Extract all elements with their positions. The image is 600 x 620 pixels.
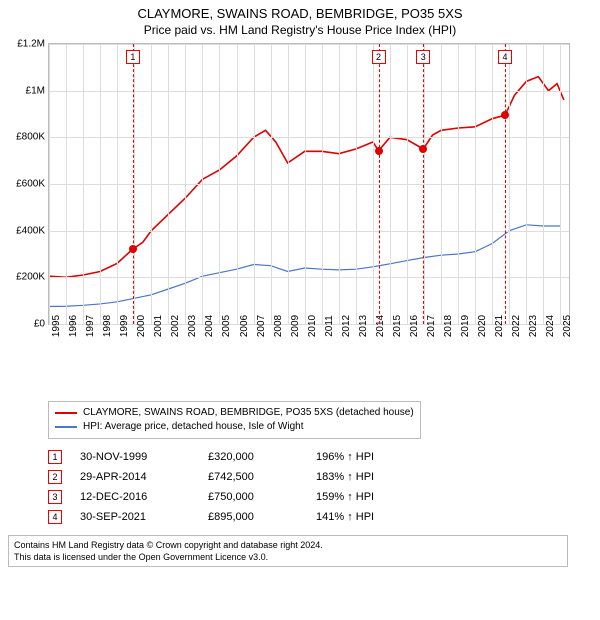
x-tick: 1998 [100,315,113,337]
plot-area: £0£200K£400K£600K£800K£1M£1.2M1995199619… [48,43,570,325]
legend-item: HPI: Average price, detached house, Isle… [55,420,414,434]
y-tick: £200K [16,272,45,283]
transaction-row: 2 29-APR-2014 £742,500 183% ↑ HPI [48,467,592,487]
transaction-price: £750,000 [208,487,298,507]
transaction-date: 30-NOV-1999 [80,447,190,467]
x-tick: 2024 [543,315,556,337]
x-tick: 2011 [322,315,335,337]
x-tick: 2007 [254,315,267,337]
x-tick: 2025 [560,315,573,337]
legend-label: HPI: Average price, detached house, Isle… [83,420,304,434]
x-tick: 2018 [441,315,454,337]
transaction-row: 1 30-NOV-1999 £320,000 196% ↑ HPI [48,447,592,467]
legend-swatch [55,426,77,428]
y-tick: £1M [26,85,45,96]
x-tick: 2012 [339,315,352,337]
x-tick: 2000 [134,315,147,337]
legend-label: CLAYMORE, SWAINS ROAD, BEMBRIDGE, PO35 5… [83,406,414,420]
chart-title: CLAYMORE, SWAINS ROAD, BEMBRIDGE, PO35 5… [8,6,592,21]
footer-line2: This data is licensed under the Open Gov… [14,551,562,563]
y-tick: £0 [34,319,45,330]
transaction-date: 12-DEC-2016 [80,487,190,507]
transaction-num: 1 [48,450,62,464]
transaction-date: 29-APR-2014 [80,467,190,487]
x-tick: 2010 [305,315,318,337]
x-tick: 1999 [117,315,130,337]
transaction-price: £895,000 [208,507,298,527]
transaction-pct: 141% ↑ HPI [316,507,374,527]
transactions-table: 1 30-NOV-1999 £320,000 196% ↑ HPI 2 29-APR-20… [48,447,592,527]
footer-line1: Contains HM Land Registry data © Crown c… [14,539,562,551]
x-tick: 2019 [458,315,471,337]
y-tick: £1.2M [17,39,45,50]
transaction-row: 4 30-SEP-2021 £895,000 141% ↑ HPI [48,507,592,527]
series-line [49,77,564,278]
x-tick: 1996 [66,315,79,337]
x-tick: 2023 [526,315,539,337]
transaction-vlabel: 4 [498,50,512,64]
transaction-vlabel: 1 [126,50,140,64]
transaction-vline [505,44,506,324]
x-tick: 2002 [168,315,181,337]
chart: £0£200K£400K£600K£800K£1M£1.2M1995199619… [8,43,592,363]
transaction-marker [501,111,509,119]
x-tick: 2004 [202,315,215,337]
x-tick: 2016 [407,315,420,337]
transaction-vline [423,44,424,324]
transaction-num: 2 [48,470,62,484]
transaction-vlabel: 2 [372,50,386,64]
transaction-vline [379,44,380,324]
legend-item: CLAYMORE, SWAINS ROAD, BEMBRIDGE, PO35 5… [55,406,414,420]
x-tick: 1995 [49,315,62,337]
y-tick: £400K [16,225,45,236]
x-tick: 2022 [509,315,522,337]
x-tick: 2009 [288,315,301,337]
legend-swatch [55,412,77,414]
x-tick: 2021 [492,315,505,337]
transaction-marker [419,145,427,153]
transaction-price: £320,000 [208,447,298,467]
transaction-row: 3 12-DEC-2016 £750,000 159% ↑ HPI [48,487,592,507]
x-tick: 2015 [390,315,403,337]
transaction-vlabel: 3 [416,50,430,64]
page: CLAYMORE, SWAINS ROAD, BEMBRIDGE, PO35 5… [0,0,600,620]
x-tick: 2013 [356,315,369,337]
transaction-date: 30-SEP-2021 [80,507,190,527]
y-tick: £800K [16,132,45,143]
legend: CLAYMORE, SWAINS ROAD, BEMBRIDGE, PO35 5… [48,401,421,439]
x-tick: 2008 [271,315,284,337]
footer: Contains HM Land Registry data © Crown c… [8,535,568,567]
transaction-pct: 159% ↑ HPI [316,487,374,507]
x-tick: 1997 [83,315,96,337]
x-tick: 2005 [219,315,232,337]
transaction-num: 3 [48,490,62,504]
transaction-num: 4 [48,510,62,524]
x-tick: 2006 [237,315,250,337]
x-tick: 2020 [475,315,488,337]
x-tick: 2003 [185,315,198,337]
chart-subtitle: Price paid vs. HM Land Registry's House … [8,23,592,37]
x-tick: 2001 [151,315,164,337]
transaction-marker [375,147,383,155]
transaction-marker [129,245,137,253]
transaction-price: £742,500 [208,467,298,487]
x-tick: 2017 [424,315,437,337]
transaction-vline [133,44,134,324]
y-tick: £600K [16,179,45,190]
transaction-pct: 196% ↑ HPI [316,447,374,467]
transaction-pct: 183% ↑ HPI [316,467,374,487]
